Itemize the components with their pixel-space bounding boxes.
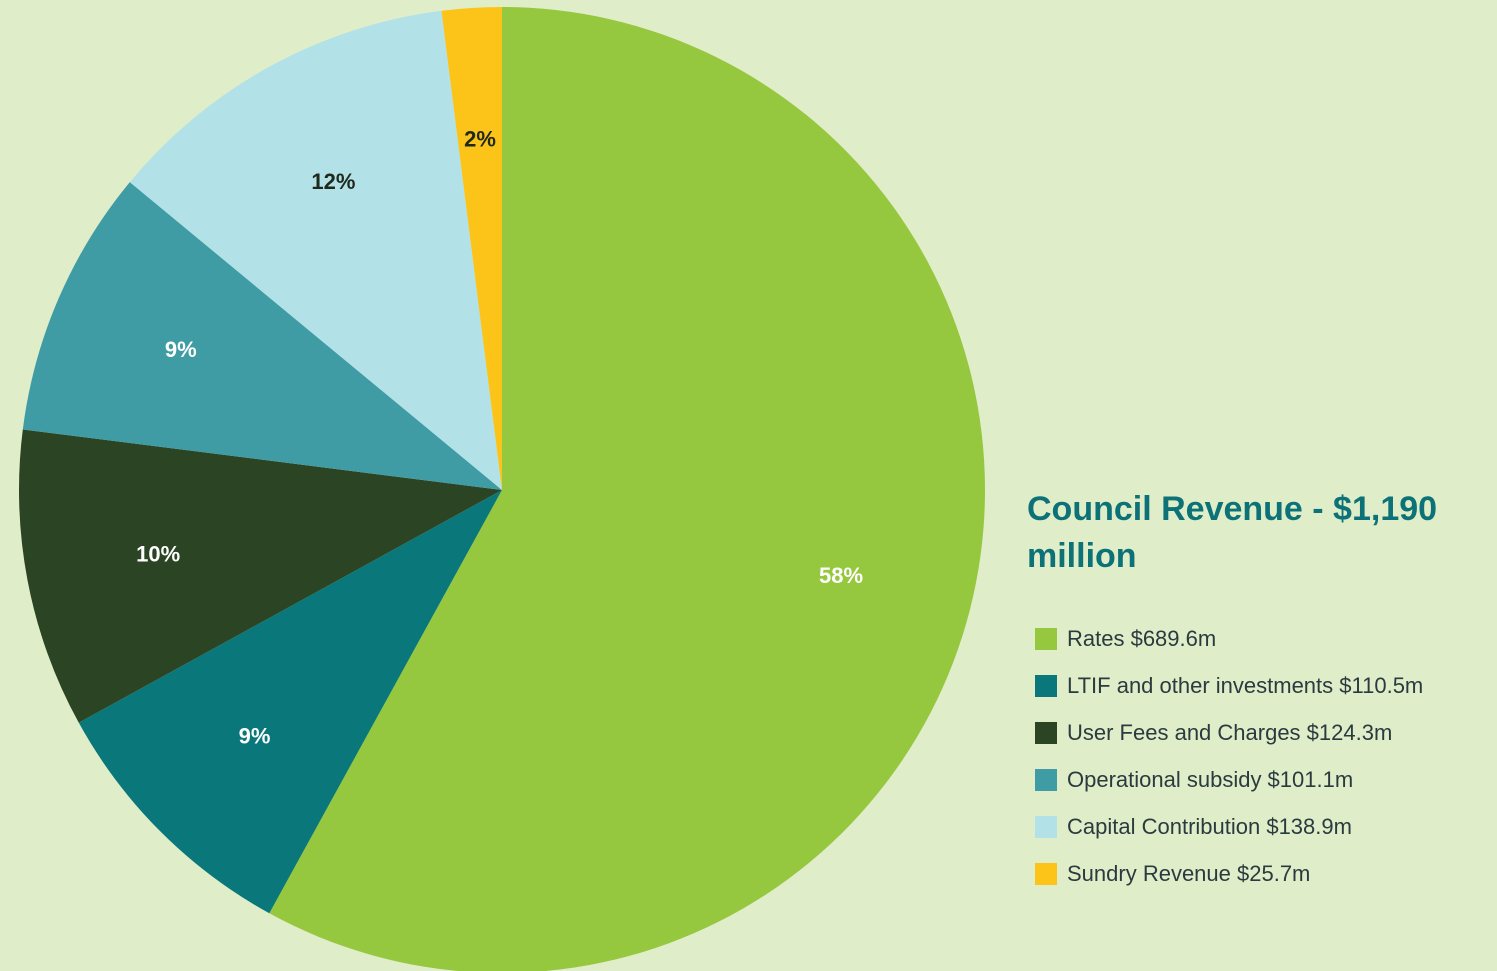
legend-item: Rates $689.6m xyxy=(1035,624,1475,654)
legend-swatch xyxy=(1035,816,1057,838)
legend-item: Operational subsidy $101.1m xyxy=(1035,765,1475,795)
legend-swatch xyxy=(1035,769,1057,791)
pie-slice xyxy=(269,7,985,971)
data-label: 10% xyxy=(136,541,180,566)
legend-item: User Fees and Charges $124.3m xyxy=(1035,718,1475,748)
data-label: 12% xyxy=(311,169,355,194)
legend-swatch xyxy=(1035,722,1057,744)
chart-title: Council Revenue - $1,190 million xyxy=(1027,490,1438,575)
data-label: 9% xyxy=(239,723,271,748)
pie-slice xyxy=(129,10,502,491)
pie-slice xyxy=(441,7,502,490)
legend-label: Sundry Revenue $25.7m xyxy=(1067,861,1311,886)
legend: Rates $689.6m LTIF and other investments … xyxy=(1035,624,1475,906)
legend-label: Capital Contribution $138.9m xyxy=(1067,814,1352,839)
data-label: 58% xyxy=(819,563,863,588)
data-label: 9% xyxy=(165,337,197,362)
pie-slice xyxy=(22,182,503,490)
legend-item: Capital Contribution $138.9m xyxy=(1035,812,1475,842)
legend-label: Operational subsidy $101.1m xyxy=(1067,767,1354,792)
legend-label: Rates $689.6m xyxy=(1067,626,1217,651)
pie-slice xyxy=(78,490,503,914)
legend-swatch xyxy=(1035,675,1057,697)
legend-swatch xyxy=(1035,628,1057,650)
legend-swatch xyxy=(1035,863,1057,885)
chart: 58% 9% 10% 9% 12% 2% xyxy=(19,7,985,971)
pie-slice xyxy=(19,429,503,723)
legend-label: LTIF and other investments $110.5m xyxy=(1067,673,1424,698)
legend-item: LTIF and other investments $110.5m xyxy=(1035,671,1475,701)
legend-item: Sundry Revenue $25.7m xyxy=(1035,859,1475,889)
data-label: 2% xyxy=(464,127,496,152)
legend-label: User Fees and Charges $124.3m xyxy=(1067,720,1393,745)
